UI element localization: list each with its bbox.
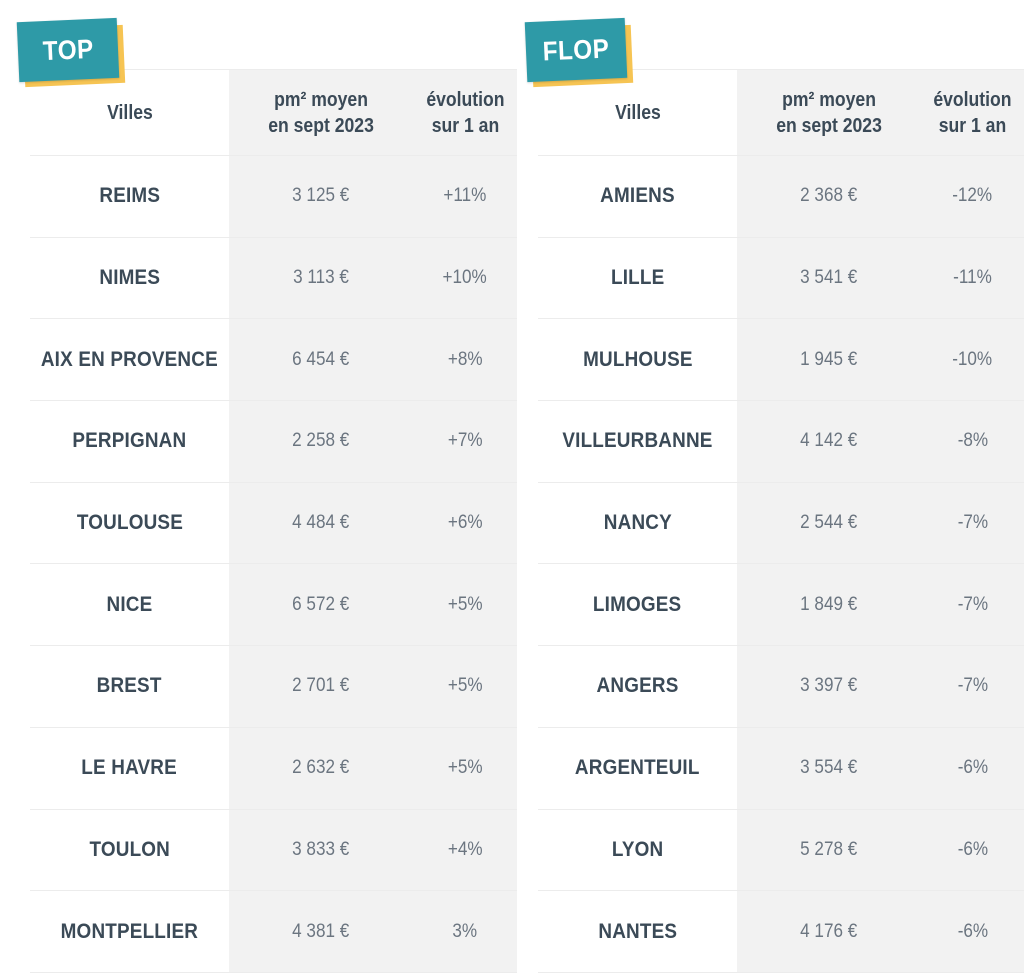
price-value: 1 849 € <box>800 593 858 615</box>
table-row: LIMOGES 1 849 € -7% <box>538 564 1024 647</box>
evolution-value: +7% <box>447 430 483 452</box>
header-evolution: évolution sur 1 an <box>933 88 1012 137</box>
city-name: NANTES <box>598 919 677 943</box>
evolution-value: -7% <box>957 593 988 615</box>
city-name: LILLE <box>610 266 665 290</box>
header-city: Villes <box>106 101 153 124</box>
price-value: 4 176 € <box>800 920 858 942</box>
price-value: 3 541 € <box>800 267 858 289</box>
price-value: 4 381 € <box>292 920 350 942</box>
evolution-value: +4% <box>447 838 483 860</box>
table-row: NIMES 3 113 € +10% <box>30 237 517 320</box>
top-table: Villes pm² moyen en sept 2023 évolution su… <box>30 69 517 973</box>
evolution-value: +10% <box>442 267 488 289</box>
evolution-value: +8% <box>447 348 483 370</box>
city-name: TOULON <box>89 837 170 861</box>
city-name: ANGERS <box>596 674 679 698</box>
price-value: 4 484 € <box>292 512 350 534</box>
evolution-value: -11% <box>953 267 992 289</box>
evolution-value: +5% <box>447 675 483 697</box>
city-name: TOULOUSE <box>76 511 183 535</box>
price-value: 2 544 € <box>800 512 858 534</box>
table-row: TOULOUSE 4 484 € +6% <box>30 482 517 565</box>
city-name: PERPIGNAN <box>72 429 187 453</box>
flop-tag-label: FLOP <box>542 33 610 66</box>
price-value: 1 945 € <box>800 348 858 370</box>
evolution-value: -6% <box>957 838 988 860</box>
table-row: LE HAVRE 2 632 € +5% <box>30 727 517 810</box>
city-name: AIX EN PROVENCE <box>40 347 219 371</box>
city-name: MULHOUSE <box>582 347 693 371</box>
price-value: 2 368 € <box>800 185 858 207</box>
price-value: 3 113 € <box>293 267 349 289</box>
evolution-value: -12% <box>952 185 993 207</box>
evolution-value: 3% <box>452 920 478 942</box>
price-value: 6 572 € <box>292 593 350 615</box>
flop-tag: FLOP <box>524 17 634 88</box>
price-value: 2 258 € <box>292 430 350 452</box>
header-price: pm² moyen en sept 2023 <box>776 88 882 137</box>
evolution-value: +6% <box>447 512 483 534</box>
price-value: 3 125 € <box>292 185 350 207</box>
evolution-value: +5% <box>447 757 483 779</box>
table-row: LYON 5 278 € -6% <box>538 809 1024 892</box>
header-city: Villes <box>614 101 661 124</box>
city-name: ARGENTEUIL <box>575 756 700 780</box>
evolution-value: -7% <box>957 512 988 534</box>
table-row: AMIENS 2 368 € -12% <box>538 156 1024 238</box>
table-row: ANGERS 3 397 € -7% <box>538 646 1024 728</box>
price-value: 2 701 € <box>292 675 350 697</box>
evolution-value: +11% <box>443 185 487 207</box>
table-row: NICE 6 572 € +5% <box>30 564 517 647</box>
city-name: REIMS <box>99 184 160 208</box>
table-row: MONTPELLIER 4 381 € 3% <box>30 891 517 973</box>
table-row: BREST 2 701 € +5% <box>30 646 517 728</box>
price-value: 5 278 € <box>800 838 858 860</box>
table-row: NANCY 2 544 € -7% <box>538 482 1024 565</box>
price-value: 3 554 € <box>800 757 858 779</box>
price-value: 4 142 € <box>800 430 858 452</box>
city-name: NICE <box>106 592 153 616</box>
city-name: LYON <box>611 837 664 861</box>
city-name: MONTPELLIER <box>60 919 199 943</box>
city-name: NANCY <box>603 511 672 535</box>
city-name: LIMOGES <box>593 592 682 616</box>
city-name: BREST <box>97 674 162 698</box>
top-tag-label: TOP <box>41 33 95 66</box>
price-value: 2 632 € <box>292 757 350 779</box>
table-row: NANTES 4 176 € -6% <box>538 891 1024 973</box>
header-evolution: évolution sur 1 an <box>425 88 505 137</box>
price-value: 3 833 € <box>292 838 350 860</box>
price-value: 3 397 € <box>800 675 858 697</box>
header-price: pm² moyen en sept 2023 <box>268 88 374 137</box>
evolution-value: +5% <box>447 593 483 615</box>
top-table-header: Villes pm² moyen en sept 2023 évolution su… <box>30 70 517 156</box>
table-row: ARGENTEUIL 3 554 € -6% <box>538 727 1024 810</box>
table-row: PERPIGNAN 2 258 € +7% <box>30 401 517 483</box>
table-row: MULHOUSE 1 945 € -10% <box>538 319 1024 402</box>
evolution-value: -10% <box>952 348 993 370</box>
flop-table-header: Villes pm² moyen en sept 2023 évolution su… <box>538 70 1024 156</box>
table-row: LILLE 3 541 € -11% <box>538 237 1024 320</box>
city-name: LE HAVRE <box>81 756 178 780</box>
table-row: AIX EN PROVENCE 6 454 € +8% <box>30 319 517 402</box>
table-row: REIMS 3 125 € +11% <box>30 156 517 238</box>
city-name: NIMES <box>99 266 160 290</box>
table-row: VILLEURBANNE 4 142 € -8% <box>538 401 1024 483</box>
evolution-value: -7% <box>957 675 988 697</box>
evolution-value: -8% <box>957 430 988 452</box>
price-value: 6 454 € <box>292 348 350 370</box>
city-name: AMIENS <box>600 184 675 208</box>
table-row: TOULON 3 833 € +4% <box>30 809 517 892</box>
flop-table: Villes pm² moyen en sept 2023 évolution su… <box>538 69 1024 973</box>
top-tag: TOP <box>16 17 126 88</box>
city-name: VILLEURBANNE <box>562 429 713 453</box>
evolution-value: -6% <box>957 757 988 779</box>
evolution-value: -6% <box>957 920 988 942</box>
